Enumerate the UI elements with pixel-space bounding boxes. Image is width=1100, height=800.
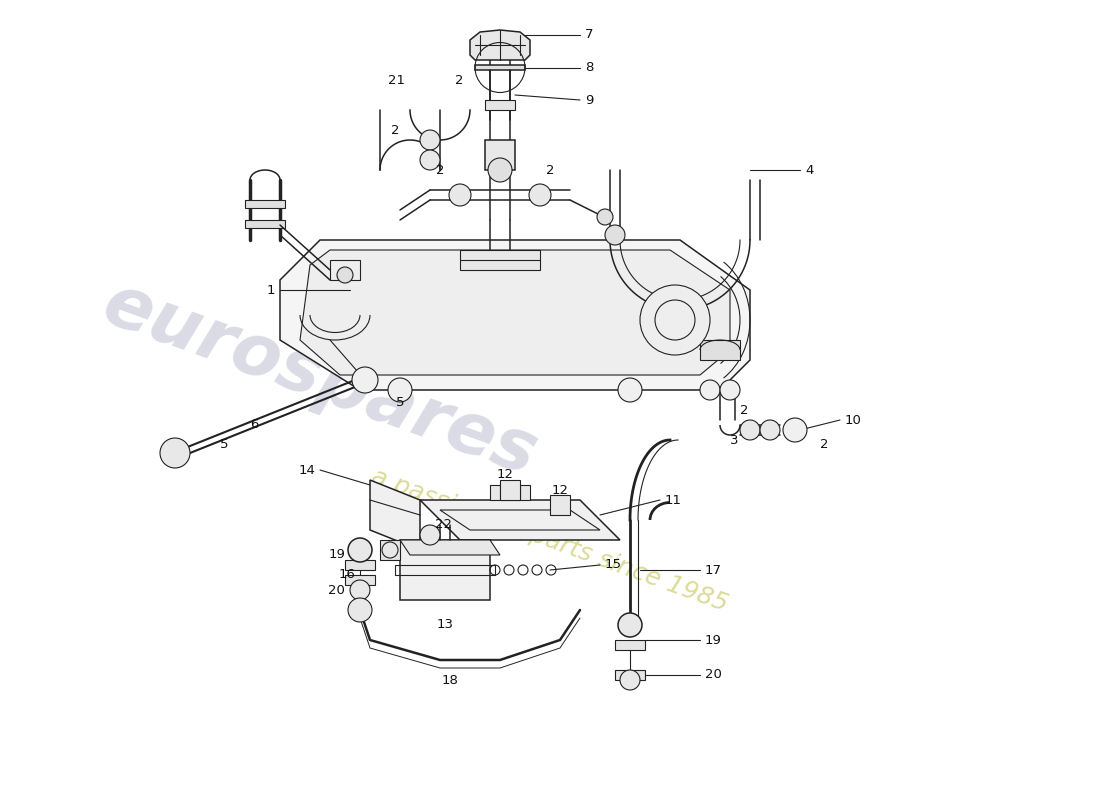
Circle shape [352, 367, 378, 393]
Text: 7: 7 [585, 29, 594, 42]
Text: 20: 20 [328, 583, 345, 597]
Polygon shape [345, 575, 375, 585]
Circle shape [597, 209, 613, 225]
Text: 12: 12 [496, 469, 514, 482]
Polygon shape [420, 500, 620, 540]
Text: 15: 15 [605, 558, 621, 571]
Polygon shape [245, 220, 285, 228]
Circle shape [382, 542, 398, 558]
Polygon shape [400, 540, 490, 600]
Text: 21: 21 [388, 74, 405, 86]
Polygon shape [490, 485, 530, 500]
Text: 12: 12 [551, 483, 569, 497]
Circle shape [348, 538, 372, 562]
Polygon shape [245, 200, 285, 208]
Text: 3: 3 [730, 434, 738, 446]
Text: 17: 17 [705, 563, 722, 577]
Text: 2: 2 [820, 438, 828, 451]
Text: 19: 19 [705, 634, 722, 646]
Text: eurospares: eurospares [94, 270, 547, 490]
Circle shape [620, 670, 640, 690]
Circle shape [420, 150, 440, 170]
Text: 11: 11 [666, 494, 682, 506]
Polygon shape [370, 480, 420, 550]
Text: 14: 14 [298, 463, 315, 477]
Text: 5: 5 [396, 395, 405, 409]
Text: 5: 5 [220, 438, 229, 451]
Text: 2: 2 [436, 163, 444, 177]
Text: 8: 8 [585, 61, 593, 74]
Text: 6: 6 [250, 418, 258, 431]
Polygon shape [400, 540, 500, 555]
Text: 18: 18 [441, 674, 459, 686]
Text: 13: 13 [437, 618, 453, 631]
Polygon shape [485, 140, 515, 170]
Circle shape [720, 380, 740, 400]
Circle shape [618, 378, 642, 402]
Circle shape [618, 613, 642, 637]
Polygon shape [615, 670, 645, 680]
Circle shape [605, 225, 625, 245]
Polygon shape [280, 240, 750, 390]
Circle shape [783, 418, 807, 442]
Polygon shape [475, 65, 525, 70]
Polygon shape [300, 250, 730, 375]
Polygon shape [700, 340, 740, 360]
Text: 1: 1 [266, 283, 275, 297]
Text: 16: 16 [338, 569, 355, 582]
Circle shape [488, 158, 512, 182]
Circle shape [760, 420, 780, 440]
Text: 10: 10 [845, 414, 862, 426]
Text: 22: 22 [434, 518, 452, 531]
Circle shape [160, 438, 190, 468]
Text: a passion for parts since 1985: a passion for parts since 1985 [368, 464, 732, 616]
Circle shape [640, 285, 710, 355]
Polygon shape [550, 495, 570, 515]
Circle shape [740, 420, 760, 440]
Circle shape [388, 378, 412, 402]
Text: 4: 4 [805, 163, 813, 177]
Polygon shape [460, 250, 540, 270]
Circle shape [350, 580, 370, 600]
Text: 2: 2 [546, 163, 554, 177]
Polygon shape [379, 540, 400, 560]
Polygon shape [615, 640, 645, 650]
Text: 2: 2 [455, 74, 463, 86]
Circle shape [420, 130, 440, 150]
Polygon shape [345, 560, 375, 570]
Circle shape [449, 184, 471, 206]
Polygon shape [470, 30, 530, 60]
Text: 19: 19 [328, 549, 345, 562]
Text: 2: 2 [392, 123, 400, 137]
Circle shape [700, 380, 720, 400]
Circle shape [337, 267, 353, 283]
Circle shape [529, 184, 551, 206]
Circle shape [420, 525, 440, 545]
Text: 9: 9 [585, 94, 593, 106]
Text: 2: 2 [740, 403, 748, 417]
Text: 20: 20 [705, 669, 722, 682]
Polygon shape [500, 480, 520, 500]
Polygon shape [485, 100, 515, 110]
Circle shape [348, 598, 372, 622]
